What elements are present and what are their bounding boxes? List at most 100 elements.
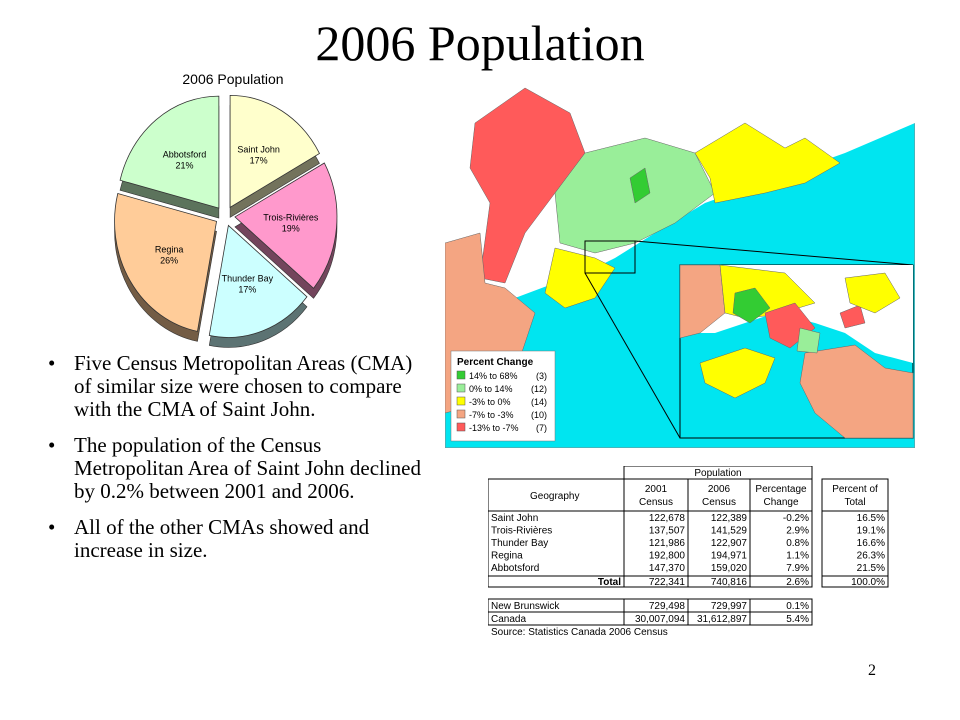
pie-slice-label: Abbotsford — [163, 149, 207, 159]
table-cell-2006: 729,997 — [711, 601, 748, 612]
table-cell-total: 26.3% — [857, 551, 885, 562]
table-cell-change: -0.2% — [783, 513, 809, 524]
table-header-change-a: Percentage — [755, 484, 807, 495]
table-header-change-b: Change — [763, 497, 798, 508]
table-header-2001-a: 2001 — [645, 484, 668, 495]
table-cell-2001: 30,007,094 — [635, 614, 685, 625]
map-legend-swatch — [456, 370, 466, 380]
bullet-dot-icon: • — [48, 351, 56, 375]
bullet-dot-icon: • — [48, 515, 56, 539]
table-total-label: Total — [598, 577, 621, 588]
table-cell-change: 5.4% — [786, 614, 809, 625]
pie-slice-value: 17% — [250, 155, 268, 165]
map-legend-range: -7% to -3% — [469, 410, 514, 420]
table-cell-2001: 147,370 — [649, 563, 686, 574]
table-cell-2006: 31,612,897 — [697, 614, 747, 625]
map-legend-swatch — [456, 383, 466, 393]
map-legend-count: (10) — [531, 410, 547, 420]
pie-chart: 2006 Population Saint John17%Trois-Riviè… — [114, 71, 338, 348]
table-cell-change: 1.1% — [786, 551, 809, 562]
map-legend-swatch — [456, 396, 466, 406]
map-legend-count: (14) — [531, 397, 547, 407]
table-cell-2001: 121,986 — [649, 538, 686, 549]
table-header-2001-b: Census — [639, 497, 673, 508]
map-legend-count: (12) — [531, 384, 547, 394]
table-cell-geography: Canada — [491, 614, 526, 625]
map-region-green-dark — [629, 167, 651, 204]
map-zoom-source — [584, 240, 636, 274]
pie-slice — [234, 162, 338, 289]
map-region-yellow-south — [544, 247, 616, 309]
table-cell-geography: Saint John — [491, 513, 538, 524]
table-cell-2006: 194,971 — [711, 551, 748, 562]
table-group-header: Population — [694, 468, 741, 479]
table-cell-2006: 141,529 — [711, 526, 748, 537]
table-cell-change: 0.8% — [786, 538, 809, 549]
table-header-total-b: Total — [844, 497, 865, 508]
pie-slice — [229, 94, 320, 209]
map-zoom-line-top — [634, 240, 914, 266]
map-legend-count: (3) — [536, 371, 547, 381]
map-legend-count: (7) — [536, 423, 547, 433]
map-zoom-line-bottom — [584, 272, 681, 439]
table-cell-geography: Thunder Bay — [491, 538, 548, 549]
table-cell-change: 0.1% — [786, 601, 809, 612]
map-legend-swatch — [456, 422, 466, 432]
map-legend-title: Percent Change — [457, 357, 534, 368]
table-cell-total: 16.5% — [857, 513, 885, 524]
table-cell-2006: 122,389 — [711, 513, 748, 524]
table-header-geography: Geography — [530, 491, 579, 502]
pie-slice-label: Saint John — [237, 144, 280, 154]
pie-slice-value: 17% — [238, 284, 256, 294]
bullet-item: • The population of the Census Metropolit… — [48, 433, 422, 503]
population-table: Population Geography 2001 Census 2006 Ce… — [487, 465, 898, 633]
pie-slice — [208, 224, 308, 338]
pie-slice — [119, 95, 220, 209]
table-cell-2001: 122,678 — [649, 513, 686, 524]
percent-change-map: Percent Change 14% to 68% (3) 0% to 14% (12… — [445, 83, 915, 448]
map-legend-swatch — [456, 409, 466, 419]
population-table-grid: Population Geography 2001 Census 2006 Ce… — [487, 465, 889, 626]
map-inset — [679, 264, 914, 439]
table-cell-geography: Trois-Rivières — [491, 526, 552, 537]
bullet-list: • Five Census Metropolitan Areas (CMA) of… — [48, 351, 432, 575]
bullet-item: • Five Census Metropolitan Areas (CMA) of… — [48, 351, 413, 421]
pie-slice-value: 26% — [160, 255, 178, 265]
table-cell-geography: Regina — [491, 551, 523, 562]
table-total-change: 2.6% — [786, 577, 809, 588]
slide-number: 2 — [868, 662, 876, 679]
map-legend-range: -13% to -7% — [469, 423, 519, 433]
map-legend: Percent Change 14% to 68% (3) 0% to 14% (12… — [450, 350, 556, 442]
map-legend-range: 14% to 68% — [469, 371, 518, 381]
slide-title: 2006 Population — [315, 15, 645, 71]
pie-slice-label: Regina — [155, 244, 184, 254]
table-cell-geography: Abbotsford — [491, 563, 539, 574]
map-region-red-north — [469, 87, 586, 284]
pie-slice-value: 19% — [282, 224, 300, 234]
pie-slice-label: Trois-Rivières — [263, 213, 319, 223]
table-cell-2001: 729,498 — [649, 601, 686, 612]
pie-slice — [114, 193, 218, 332]
pie-chart-title: 2006 Population — [182, 71, 283, 87]
table-total-percent: 100.0% — [851, 577, 885, 588]
table-header-2006-b: Census — [702, 497, 736, 508]
table-cell-change: 7.9% — [786, 563, 809, 574]
table-total-2001: 722,341 — [649, 577, 686, 588]
table-cell-2001: 192,800 — [649, 551, 686, 562]
table-cell-total: 16.6% — [857, 538, 885, 549]
table-cell-2001: 137,507 — [649, 526, 686, 537]
table-total-2006: 740,816 — [711, 577, 748, 588]
pie-slice-value: 21% — [175, 160, 193, 170]
table-cell-2006: 122,907 — [711, 538, 748, 549]
table-cell-total: 21.5% — [857, 563, 885, 574]
pie-slice-label: Thunder Bay — [222, 273, 274, 283]
table-cell-geography: New Brunswick — [491, 601, 560, 612]
table-source-note: Source: Statistics Canada 2006 Census — [491, 627, 668, 638]
map-legend-range: -3% to 0% — [469, 397, 511, 407]
map-region-yellow-east — [694, 122, 841, 204]
bullet-dot-icon: • — [48, 433, 56, 457]
table-cell-2006: 159,020 — [711, 563, 748, 574]
table-header-total-a: Percent of — [832, 484, 878, 495]
table-cell-change: 2.9% — [786, 526, 809, 537]
